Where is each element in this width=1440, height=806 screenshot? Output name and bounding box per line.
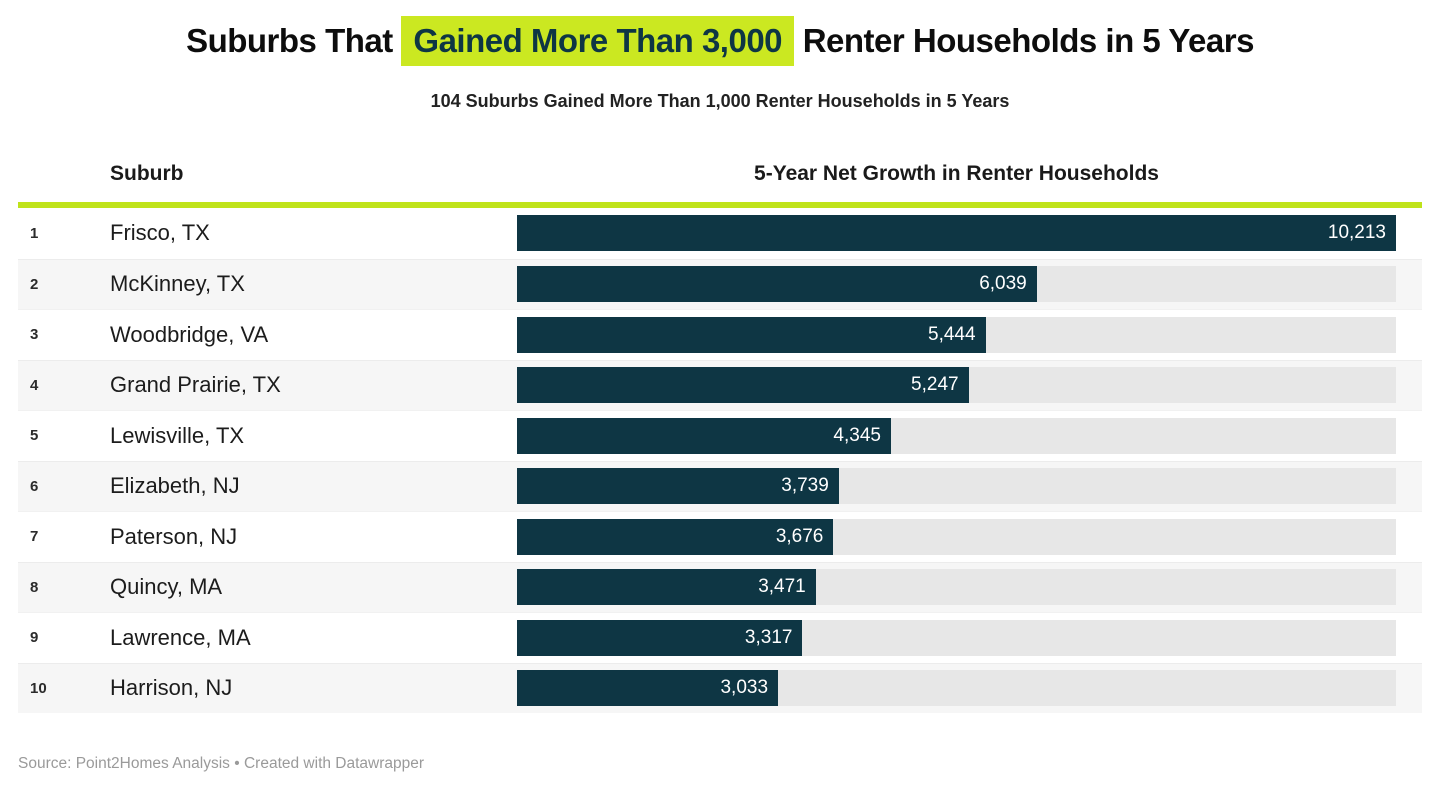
rank-cell: 7 — [30, 528, 39, 546]
bar-cell: 3,676 — [517, 518, 1396, 555]
suburb-cell: Grand Prairie, TX — [110, 372, 281, 398]
table-row: 7 Paterson, NJ 3,676 — [18, 511, 1422, 562]
rank-cell: 5 — [30, 427, 39, 445]
bar-fill: 3,471 — [517, 569, 816, 606]
bar-cell: 6,039 — [517, 266, 1396, 303]
suburb-cell: Lawrence, MA — [110, 624, 251, 650]
bar-value-label: 3,739 — [781, 475, 829, 497]
bar-cell: 5,247 — [517, 367, 1396, 404]
bar-value-label: 5,444 — [928, 323, 976, 345]
bar-fill: 3,033 — [517, 670, 779, 707]
bar-value-label: 3,317 — [744, 626, 793, 648]
rank-cell: 2 — [30, 275, 39, 293]
suburb-cell: Elizabeth, NJ — [110, 473, 240, 499]
table-row: 5 Lewisville, TX 4,345 — [18, 410, 1422, 461]
rank-cell: 3 — [30, 326, 39, 344]
bar-value-label: 6,039 — [979, 273, 1027, 295]
bar-cell: 10,213 — [517, 215, 1396, 252]
suburb-cell: Lewisville, TX — [110, 422, 245, 448]
bar-cell: 3,739 — [517, 468, 1396, 505]
suburb-cell: Harrison, NJ — [110, 675, 233, 701]
chart-page: Suburbs That Gained More Than 3,000 Rent… — [0, 16, 1440, 806]
bar-value-label: 3,033 — [720, 677, 769, 699]
table-row: 1 Frisco, TX 10,213 — [18, 208, 1422, 259]
rank-cell: 6 — [30, 477, 39, 495]
bar-fill: 3,676 — [517, 518, 834, 555]
bar-cell: 4,345 — [517, 417, 1396, 454]
table-row: 9 Lawrence, MA 3,317 — [18, 612, 1422, 663]
suburb-cell: Quincy, MA — [110, 574, 223, 600]
bar-fill: 3,317 — [517, 619, 803, 656]
bar-cell: 3,317 — [517, 619, 1396, 656]
table-row: 4 Grand Prairie, TX 5,247 — [18, 359, 1422, 410]
bar-value-label: 10,213 — [1327, 222, 1386, 244]
bar-value-label: 3,676 — [775, 525, 824, 547]
table-header-row: Suburb 5-Year Net Growth in Renter House… — [18, 162, 1422, 186]
table-row: 8 Quincy, MA 3,471 — [18, 561, 1422, 612]
title-post: Renter Households in 5 Years — [802, 22, 1255, 59]
rank-cell: 10 — [30, 679, 47, 697]
table-row: 2 McKinney, TX 6,039 — [18, 258, 1422, 309]
source-attribution: Source: Point2Homes Analysis • Created w… — [18, 755, 425, 772]
title-pre: Suburbs That — [186, 22, 393, 59]
suburb-cell: Frisco, TX — [110, 220, 210, 246]
bar-fill: 6,039 — [517, 266, 1037, 303]
table-row: 3 Woodbridge, VA 5,444 — [18, 309, 1422, 360]
chart-title: Suburbs That Gained More Than 3,000 Rent… — [0, 16, 1440, 66]
column-header-growth: 5-Year Net Growth in Renter Households — [754, 162, 1159, 185]
bar-cell: 3,033 — [517, 670, 1396, 707]
suburb-cell: McKinney, TX — [110, 271, 245, 297]
bar-fill: 10,213 — [517, 215, 1396, 252]
table-row: 6 Elizabeth, NJ 3,739 — [18, 460, 1422, 511]
table-row: 10 Harrison, NJ 3,033 — [18, 662, 1422, 713]
green-divider-rule — [18, 202, 1422, 208]
rank-cell: 1 — [30, 224, 39, 242]
bar-fill: 5,247 — [517, 367, 969, 404]
bar-value-label: 5,247 — [911, 374, 959, 396]
bar-fill: 4,345 — [517, 417, 891, 454]
rank-cell: 9 — [30, 629, 39, 647]
suburb-cell: Paterson, NJ — [110, 523, 238, 549]
rank-cell: 4 — [30, 376, 39, 394]
bar-value-label: 4,345 — [833, 424, 881, 446]
title-highlight: Gained More Than 3,000 — [401, 16, 795, 66]
column-header-suburb: Suburb — [110, 162, 184, 185]
rank-cell: 8 — [30, 578, 39, 596]
bar-cell: 5,444 — [517, 316, 1396, 353]
table-body: 1 Frisco, TX 10,213 2 McKinney, TX 6,039 — [18, 208, 1422, 713]
bar-cell: 3,471 — [517, 569, 1396, 606]
bar-fill: 5,444 — [517, 316, 986, 353]
suburb-cell: Woodbridge, VA — [110, 321, 269, 347]
chart-subtitle: 104 Suburbs Gained More Than 1,000 Rente… — [430, 91, 1010, 111]
bar-value-label: 3,471 — [758, 576, 806, 598]
bar-fill: 3,739 — [517, 468, 839, 505]
